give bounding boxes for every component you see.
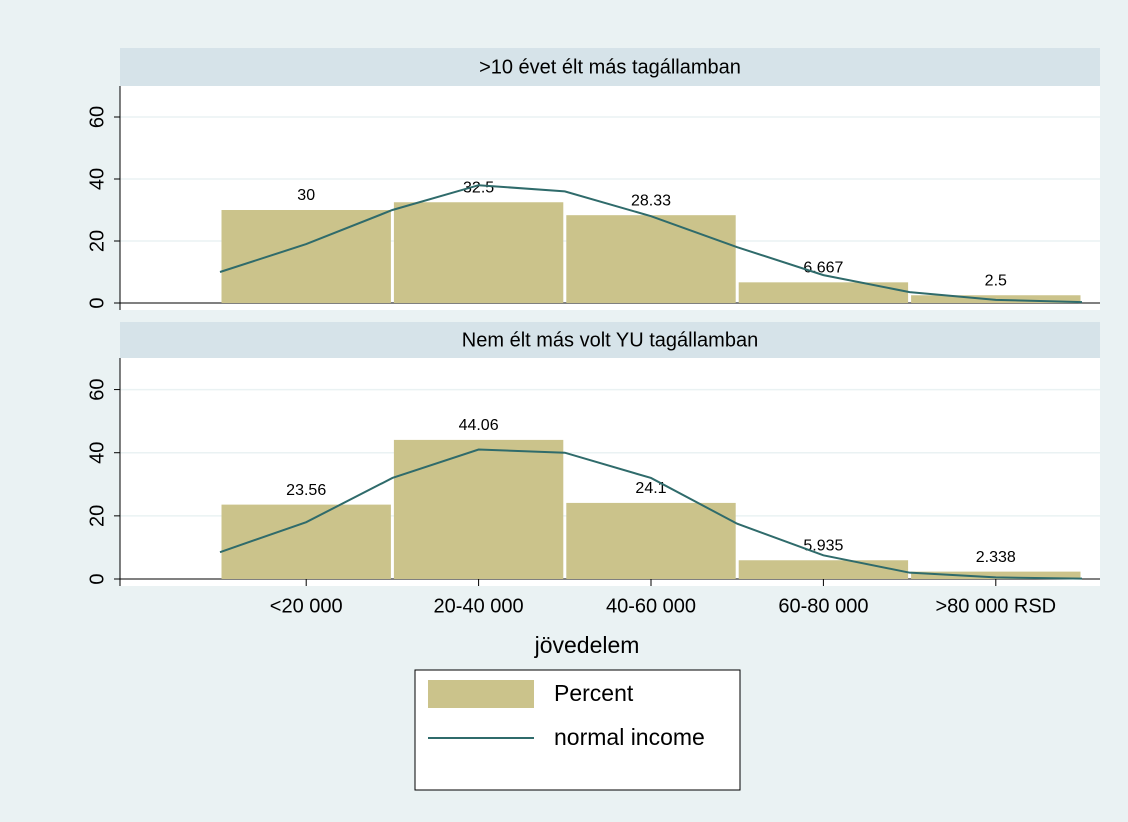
data-label: 24.1 — [635, 480, 666, 497]
bar — [911, 571, 1081, 579]
data-label: 2.5 — [985, 272, 1007, 289]
panel-title: Nem élt más volt YU tagállamban — [462, 329, 758, 351]
y-tick-label: 20 — [86, 230, 108, 252]
x-tick-label: >80 000 RSD — [935, 595, 1056, 617]
legend-swatch — [428, 680, 534, 708]
y-tick-label: 60 — [86, 378, 108, 400]
y-tick-label: 0 — [86, 297, 108, 308]
data-label: 30 — [297, 187, 315, 204]
y-tick-label: 20 — [86, 505, 108, 527]
x-axis-label: jövedelem — [534, 632, 640, 658]
strip — [120, 48, 1100, 86]
data-label: 5.935 — [803, 537, 843, 554]
bar — [393, 202, 564, 303]
data-label: 32.5 — [463, 179, 494, 196]
bar — [738, 282, 909, 303]
strip — [120, 322, 1100, 358]
data-label: 44.06 — [459, 417, 499, 434]
bar — [566, 215, 736, 303]
legend-label: Percent — [554, 680, 634, 706]
data-label: 2.338 — [976, 549, 1016, 566]
x-tick-label: 60-80 000 — [778, 595, 868, 617]
x-tick-label: <20 000 — [270, 595, 343, 617]
bar — [738, 560, 909, 579]
x-tick-label: 20-40 000 — [434, 595, 524, 617]
normal-curve — [219, 184, 1083, 304]
panel-title: >10 évet élt más tagállamban — [479, 56, 741, 78]
x-tick-label: 40-60 000 — [606, 595, 696, 617]
normal-curve — [219, 448, 1083, 580]
data-label: 6.667 — [803, 260, 843, 277]
bar — [566, 502, 736, 579]
y-tick-label: 40 — [86, 442, 108, 464]
y-tick-label: 60 — [86, 106, 108, 128]
bar — [221, 210, 391, 303]
legend-label: normal income — [554, 724, 705, 750]
bar — [393, 439, 564, 579]
data-label: 23.56 — [286, 482, 326, 499]
y-tick-label: 40 — [86, 168, 108, 190]
y-tick-label: 0 — [86, 573, 108, 584]
data-label: 28.33 — [631, 192, 671, 209]
